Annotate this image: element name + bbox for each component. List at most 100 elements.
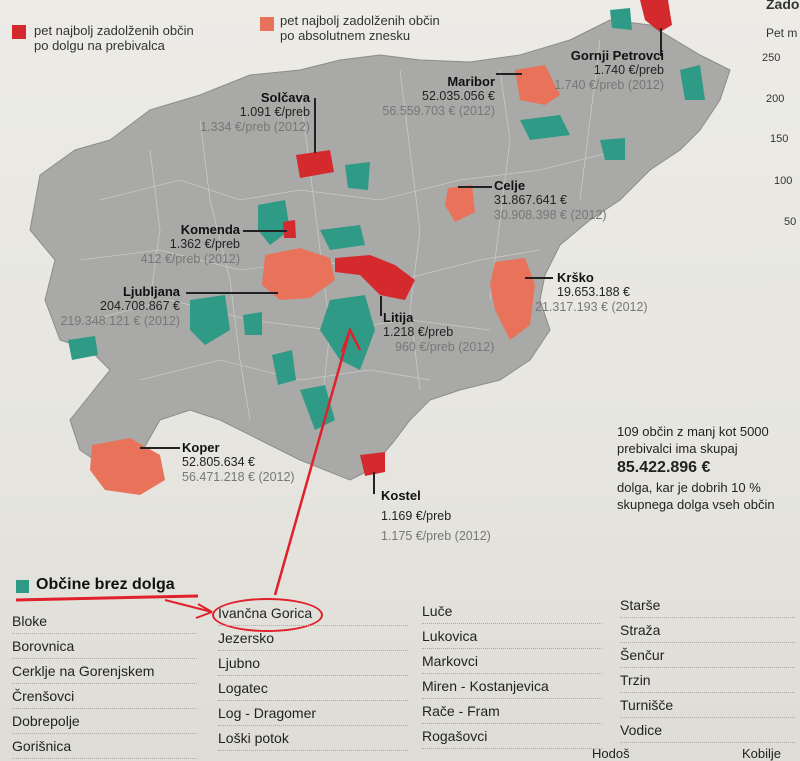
annotation-arrowhead: [340, 326, 362, 353]
leader-ljubljana: [186, 292, 278, 294]
old-gornji-petrovci: 1.740 €/preb (2012): [554, 78, 664, 92]
maribor-area: [515, 65, 560, 105]
nodebt-region-8: [520, 115, 570, 140]
old-litija: 960 €/preb (2012): [395, 340, 495, 354]
old-celje: 30.908.398 € (2012): [494, 208, 607, 222]
value-celje: 31.867.641 €: [494, 193, 567, 207]
old-kostel: 1.175 €/preb (2012): [381, 529, 491, 543]
summary-line-3: dolga, kar je dobrih 10 %: [617, 480, 761, 495]
name-gornji-petrovci: Gornji Petrovci: [570, 48, 664, 63]
nodebt-region-1: [258, 200, 290, 245]
value-koper: 52.805.634 €: [182, 455, 255, 469]
no-debt-column-3: Luče Lukovica Markovci Miren - Kostanjev…: [422, 599, 602, 749]
label-solcava: Solčava 1.091 €/preb 1.334 €/preb (2012): [170, 90, 310, 135]
label-gornji-petrovci: Gornji Petrovci 1.740 €/preb 1.740 €/pre…: [554, 48, 664, 93]
label-koper: Koper 52.805.634 € 56.471.218 € (2012): [182, 440, 295, 485]
side-chart-tick-100: 100: [774, 175, 793, 187]
label-kostel: Kostel 1.169 €/preb 1.175 €/preb (2012): [381, 486, 491, 546]
no-debt-legend-swatch: [16, 580, 29, 593]
value-solcava: 1.091 €/preb: [239, 105, 310, 119]
name-kostel: Kostel: [381, 488, 421, 503]
summary-line-1: 109 občin z manj kot 5000: [617, 424, 769, 439]
cutoff-item-kobilje: Kobilje: [742, 746, 782, 761]
value-komenda: 1.362 €/preb: [169, 237, 240, 251]
list-item: Jezersko: [218, 626, 408, 651]
komenda-area: [283, 220, 296, 238]
side-chart-tick-250: 250: [762, 52, 781, 64]
old-komenda: 412 €/preb (2012): [140, 252, 240, 266]
old-krsko: 21.317.193 € (2012): [535, 300, 648, 314]
list-item: Vodice: [620, 718, 795, 743]
small-municipalities-summary: 109 občin z manj kot 5000 prebivalci ima…: [617, 423, 797, 513]
label-celje: Celje 31.867.641 € 30.908.398 € (2012): [494, 178, 607, 223]
legend-per-capita-label: pet najbolj zadolženih občin po dolgu na…: [34, 23, 194, 53]
list-item: Turnišče: [620, 693, 795, 718]
list-item: Straža: [620, 618, 795, 643]
summary-line-4: skupnega dolga vseh občin: [617, 497, 775, 512]
side-chart-tick-50: 50: [784, 216, 797, 228]
legend-per-capita-swatch: [12, 25, 26, 39]
name-ljubljana: Ljubljana: [122, 284, 180, 299]
nodebt-region-3: [320, 295, 375, 370]
side-chart-tick-150: 150: [770, 133, 789, 145]
value-ljubljana: 204.708.867 €: [100, 299, 180, 313]
label-krsko: Krško 19.653.188 € 21.317.193 € (2012): [535, 270, 648, 315]
name-litija: Litija: [383, 310, 414, 325]
side-chart-title: Zadol: [766, 0, 800, 12]
celje-area: [445, 185, 475, 222]
annotation-circle: [212, 598, 323, 632]
list-item: Miren - Kostanjevica: [422, 674, 602, 699]
value-krsko: 19.653.188 €: [557, 285, 630, 299]
koper-area: [90, 438, 165, 495]
name-solcava: Solčava: [260, 90, 310, 105]
annotation-arrow-line: [273, 329, 352, 596]
leader-maribor: [496, 73, 522, 75]
nodebt-region-2: [320, 225, 365, 250]
nodebt-region-5: [68, 336, 98, 360]
side-chart-subtitle: Pet m: [766, 26, 798, 40]
list-item: Gorišnica: [12, 734, 197, 759]
list-item: Črenšovci: [12, 684, 197, 709]
nodebt-region-11: [610, 8, 632, 30]
nodebt-region-7: [272, 350, 296, 385]
label-ljubljana: Ljubljana 204.708.867 € 219.348.121 € (2…: [30, 284, 180, 329]
old-koper: 56.471.218 € (2012): [182, 470, 295, 484]
nodebt-region-10: [680, 65, 705, 100]
nodebt-region-13: [243, 312, 262, 335]
old-solcava: 1.334 €/preb (2012): [200, 120, 310, 134]
leader-celje: [458, 186, 492, 188]
list-item: Rogašovci: [422, 724, 602, 749]
side-chart-tick-200: 200: [766, 93, 785, 105]
kostel-area: [360, 452, 385, 476]
value-kostel: 1.169 €/preb: [381, 509, 452, 523]
leader-solcava: [314, 98, 316, 153]
old-maribor: 56.559.703 € (2012): [382, 104, 495, 118]
no-debt-title: Občine brez dolga: [36, 576, 175, 593]
list-item: Šenčur: [620, 643, 795, 668]
value-gornji-petrovci: 1.740 €/preb: [593, 63, 664, 77]
slovenia-debt-map: [29, 0, 731, 495]
name-maribor: Maribor: [447, 74, 495, 89]
legend-absolute-swatch: [260, 17, 274, 31]
solcava-area: [296, 150, 334, 178]
list-item: Ljubno: [218, 651, 408, 676]
label-komenda: Komenda 1.362 €/preb 412 €/preb (2012): [120, 222, 240, 267]
list-item: Cerklje na Gorenjskem: [12, 659, 197, 684]
list-item: Dobrepolje: [12, 709, 197, 734]
nodebt-region-12: [345, 162, 370, 190]
ljubljana-area: [262, 248, 335, 300]
list-item: Logatec: [218, 676, 408, 701]
name-celje: Celje: [494, 178, 526, 193]
leader-koper: [140, 447, 180, 449]
krsko-area: [490, 258, 535, 340]
name-komenda: Komenda: [180, 222, 240, 237]
summary-amount: 85.422.896 €: [617, 459, 711, 476]
list-item: Bloke: [12, 609, 197, 634]
leader-kostel: [373, 472, 375, 494]
annotation-underline: [15, 594, 199, 602]
nodebt-region-9: [600, 138, 625, 160]
list-item: Lukovica: [422, 624, 602, 649]
list-item: Rače - Fram: [422, 699, 602, 724]
no-debt-column-1: Bloke Borovnica Cerklje na Gorenjskem Čr…: [12, 609, 197, 759]
label-maribor: Maribor 52.035.056 € 56.559.703 € (2012): [340, 74, 495, 119]
